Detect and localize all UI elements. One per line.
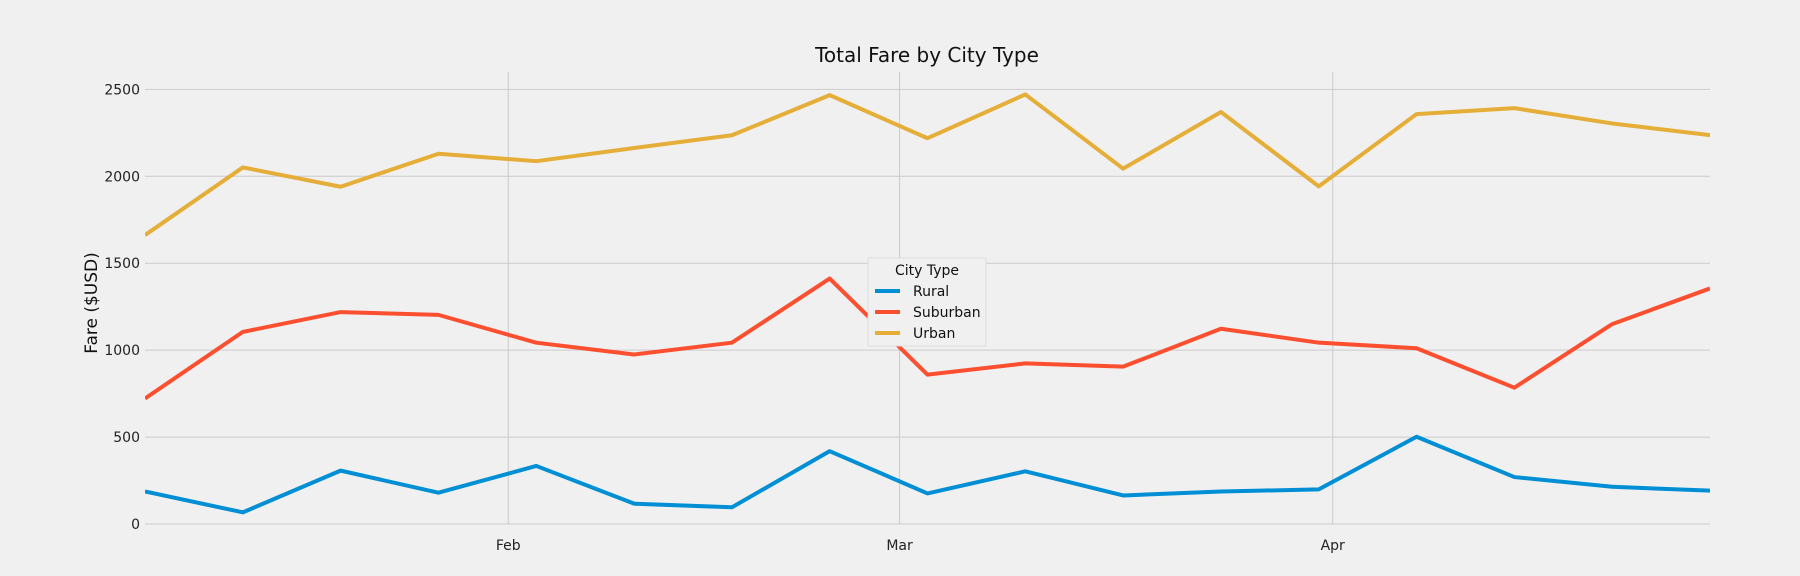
chart-title: Total Fare by City Type (814, 43, 1039, 67)
legend-items: Rural Suburban Urban (875, 284, 981, 342)
y-axis-label: Fare ($USD) (82, 252, 102, 354)
y-tick-label: 500 (113, 430, 140, 446)
series-lines (145, 92, 1710, 515)
legend-label-urban: Urban (913, 326, 955, 342)
y-tick-label: 1000 (104, 343, 140, 359)
legend-label-rural: Rural (913, 284, 949, 300)
y-tick-label: 0 (131, 517, 140, 533)
y-tick-label: 1500 (104, 256, 140, 272)
series-line-urban (145, 92, 1710, 237)
legend: City Type Rural Suburban Urban (867, 257, 987, 347)
series-line-suburban (145, 276, 1710, 401)
grid (145, 72, 1710, 525)
legend-label-suburban: Suburban (913, 305, 981, 321)
x-tick-label: Feb (496, 538, 521, 554)
y-tick-label: 2000 (104, 169, 140, 185)
axes: 0 500 1000 1500 2000 2500 Feb Mar Apr (104, 82, 1345, 554)
legend-title: City Type (895, 263, 959, 279)
x-tick-label: Mar (886, 538, 913, 554)
series-line-rural (145, 434, 1710, 515)
y-tick-label: 2500 (104, 82, 140, 98)
x-tick-label: Apr (1321, 538, 1345, 554)
